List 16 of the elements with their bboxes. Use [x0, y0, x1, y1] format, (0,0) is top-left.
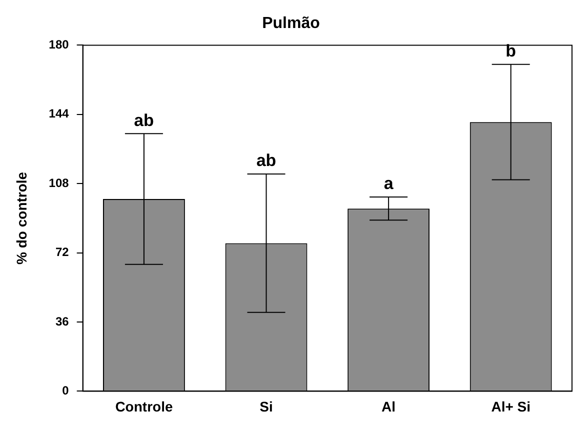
- annotation: ab: [256, 151, 276, 170]
- annotation: a: [384, 174, 394, 194]
- y-tick-label: 108: [48, 176, 70, 190]
- y-tick-label: 144: [48, 106, 70, 121]
- y-axis-title: % do controle: [13, 172, 30, 264]
- x-tick-label: Controle: [115, 398, 173, 414]
- y-tick-label: 180: [48, 38, 70, 52]
- chart-title: Pulmão: [262, 15, 320, 32]
- annotation: ab: [134, 110, 154, 130]
- annotation: b: [506, 42, 516, 61]
- y-tick-label: 0: [62, 384, 70, 398]
- y-tick-label: 36: [55, 314, 70, 328]
- x-tick-label: Al: [382, 398, 396, 414]
- x-tick-label: Si: [260, 398, 273, 414]
- y-tick-label: 72: [55, 245, 70, 260]
- x-tick-label: Al+ Si: [491, 398, 530, 414]
